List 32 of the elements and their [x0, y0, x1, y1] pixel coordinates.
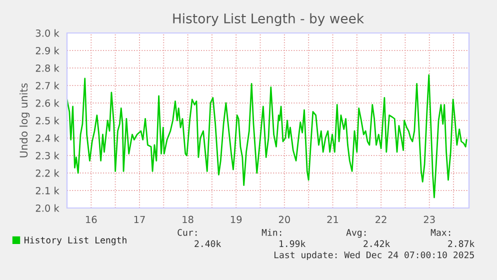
text: 1.99k [280, 240, 306, 248]
line-series [67, 74, 468, 198]
text: 2.42k [364, 240, 390, 247]
x-tick-label: 21 [327, 216, 338, 224]
text: 2.87k [448, 240, 474, 248]
y-tick-label: 2.5 k [36, 116, 60, 124]
chart-title: History List Length - by week [173, 13, 364, 26]
y-tick-label: 3.0 k [36, 29, 60, 37]
y-tick-label: 2.1 k [36, 186, 60, 194]
y-tick-label: 2.9 k [36, 46, 60, 54]
x-tick-label: 23 [424, 216, 435, 224]
y-tick-label: 2.8 k [36, 64, 60, 72]
y-axis-title: Undo log units [20, 83, 30, 158]
text: Cur: [178, 229, 197, 236]
y-tick-label: 2.2 k [36, 169, 60, 177]
text: Max: [430, 229, 450, 236]
y-tick-label: 2.7 k [36, 82, 60, 90]
text: Last update: Wed Dec 24 07:00:10 2025 [274, 251, 474, 260]
x-tick-label: 22 [376, 216, 386, 224]
x-tick-label: 17 [134, 216, 145, 224]
x-tick-label: 20 [278, 216, 290, 224]
text: Min: [262, 228, 282, 236]
x-tick-label: 18 [182, 216, 194, 224]
x-tick-label: 16 [86, 216, 97, 224]
y-tick-label: 2.0 k [36, 204, 60, 212]
y-tick-label: 2.4 k [36, 134, 60, 142]
text: 2.40k [194, 240, 222, 248]
text: Avg: [346, 229, 366, 238]
x-tick-label: 19 [230, 216, 242, 224]
y-tick-label: 2.6 k [36, 99, 60, 107]
legend-label: History List Length [24, 236, 126, 246]
y-tick-label: 2.3 k [36, 152, 60, 160]
